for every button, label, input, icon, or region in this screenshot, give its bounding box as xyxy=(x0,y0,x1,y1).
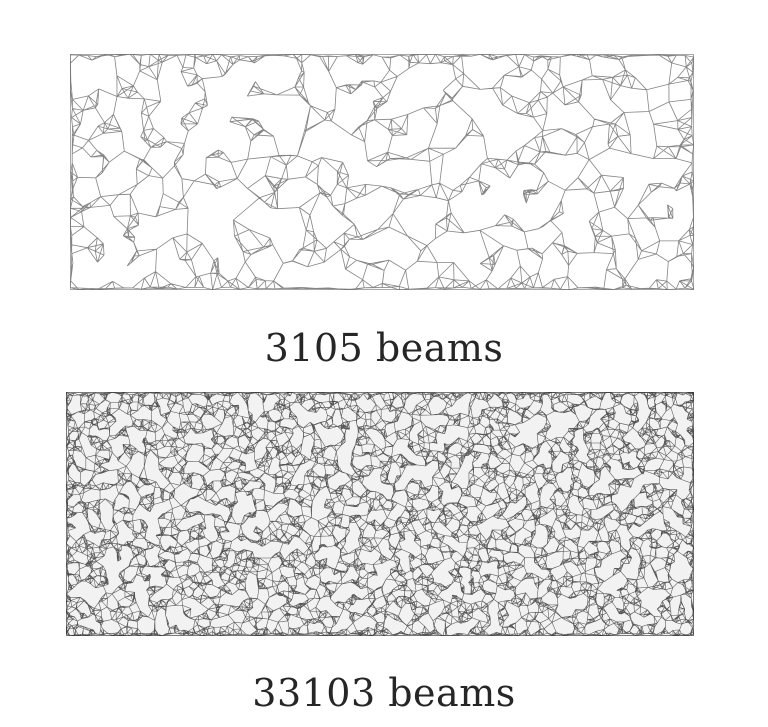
caption-coarse-network: 3105 beams xyxy=(264,326,504,370)
network-background xyxy=(66,392,694,636)
network-boundary xyxy=(70,54,694,290)
caption-fine-network: 33103 beams xyxy=(252,671,516,715)
network-boundary xyxy=(66,392,694,636)
network-background xyxy=(70,54,694,290)
beam-network-fine xyxy=(66,392,694,636)
beam-network-coarse xyxy=(70,54,694,290)
beam-lines xyxy=(66,392,694,636)
